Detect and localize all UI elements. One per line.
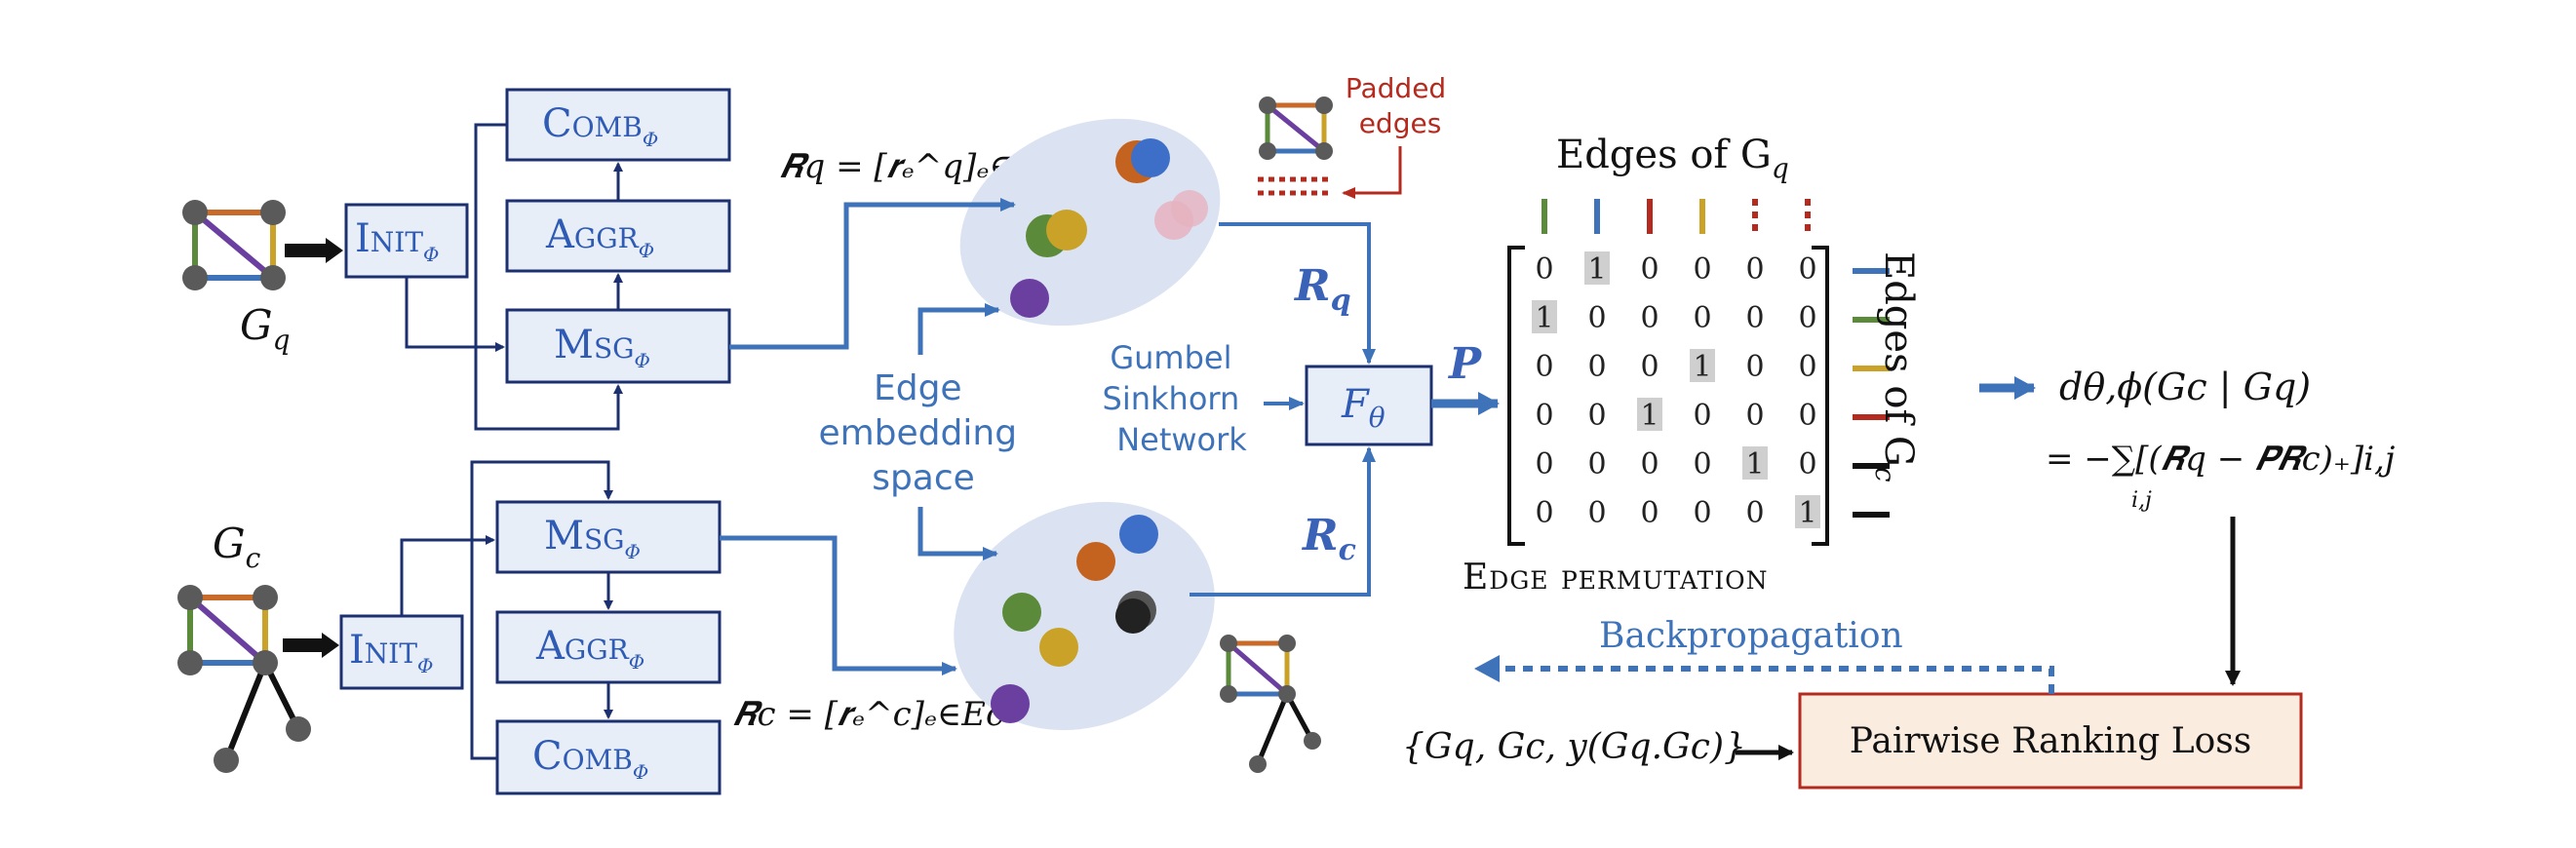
svg-text:Fθ: Fθ [1341, 382, 1386, 434]
matrix-cell: 0 [1640, 496, 1659, 530]
matrix-cell: 0 [1535, 252, 1553, 287]
matrix-cell: 0 [1535, 399, 1553, 433]
matrix-cell: 0 [1693, 496, 1711, 530]
distance-sum-subscript: i,j [2131, 488, 2152, 513]
corpus-graph-label: Gc [213, 520, 261, 574]
matrix-cell: 0 [1587, 399, 1606, 433]
query-msg-box: Msgϕ [505, 308, 731, 384]
f-theta-box: Fθ [1305, 365, 1433, 446]
corpus-msg-box: Msgϕ [495, 500, 722, 574]
svg-text:Combϕ: Combϕ [532, 734, 648, 786]
loss-input-label: {Gq, Gc, y(Gq.Gc)} [1402, 727, 1746, 767]
matrix-cell: 0 [1535, 447, 1553, 482]
matrix-right-bracket [1812, 246, 1829, 546]
corpus-comb-box: Combϕ [495, 719, 722, 795]
query-encoder-arrows [405, 123, 623, 431]
matrix-cell: 1 [1587, 252, 1606, 287]
svg-text:Combϕ: Combϕ [542, 101, 658, 153]
svg-text:Aggrϕ: Aggrϕ [545, 212, 654, 264]
matrix-cell: 0 [1798, 301, 1816, 335]
gumbel-sinkhorn-label: Gumbel Sinkhorn Network [1103, 339, 1250, 458]
rc-formula: 𝑹c = [𝒓ₑ^c]ₑ∈Ec [733, 695, 1004, 734]
matrix-cell: 0 [1535, 496, 1553, 530]
matrix-cell: 0 [1798, 350, 1816, 384]
query-aggr-box: Aggrϕ [505, 199, 731, 273]
distance-line1: dθ,ϕ(Gc | Gq) [2059, 366, 2311, 408]
matrix-highlight [1637, 398, 1662, 431]
padded-edges-arrow [1342, 146, 1402, 199]
matrix-cell: 0 [1640, 252, 1659, 287]
matrix-highlight [1690, 349, 1715, 382]
matrix-cell: 1 [1693, 350, 1711, 384]
corpus-init-box: Initϕ [339, 614, 464, 690]
corpus-graph-icon [177, 585, 311, 773]
corpus-encoder-arrows [400, 460, 613, 760]
backpropagation-arrow [1496, 666, 2054, 694]
matrix-cell: 0 [1587, 350, 1606, 384]
matrix-cell: 1 [1798, 496, 1816, 530]
svg-text:Msgϕ: Msgϕ [544, 514, 641, 565]
matrix-cell: 0 [1798, 447, 1816, 482]
embedding-flow-arrows [720, 198, 1016, 675]
matrix-cell: 1 [1640, 399, 1659, 433]
matrix-cell: 0 [1693, 447, 1711, 482]
edge-embedding-space-label: Edge embedding space [818, 368, 1028, 498]
query-embedding-space [959, 118, 1221, 327]
query-comb-box: Combϕ [505, 88, 731, 162]
matrix-cell: 1 [1535, 301, 1553, 335]
matrix-cell: 0 [1587, 496, 1606, 530]
rc-label: Rc [1301, 511, 1356, 567]
svg-text:Msgϕ: Msgϕ [554, 323, 650, 374]
corpus-embedding-space [954, 501, 1215, 731]
p-label: P [1447, 339, 1483, 389]
matrix-cell: 0 [1640, 350, 1659, 384]
svg-text:Pairwise Ranking Loss: Pairwise Ranking Loss [1850, 721, 2251, 761]
matrix-highlight [1584, 251, 1610, 285]
matrix-cell: 0 [1745, 399, 1764, 433]
corpus-graph-icon-small [1220, 635, 1321, 773]
padded-edges-label: Padded edges [1346, 72, 1455, 139]
query-init-box: Initϕ [344, 203, 469, 279]
query-graph-icon [182, 200, 286, 290]
matrix-highlight [1532, 300, 1557, 333]
matrix-highlight [1795, 495, 1820, 528]
matrix-cell: 0 [1745, 350, 1764, 384]
matrix-top-title: Edges of Gq [1556, 133, 1789, 184]
matrix-cell: 0 [1693, 399, 1711, 433]
matrix-column-markers [1542, 199, 1811, 234]
matrix-cell: 0 [1587, 447, 1606, 482]
matrix-cell: 0 [1587, 301, 1606, 335]
matrix-cell: 0 [1693, 252, 1711, 287]
pairwise-ranking-loss-box: Pairwise Ranking Loss [1798, 692, 2303, 790]
matrix-highlight [1742, 446, 1768, 480]
matrix-cells: 0 1 0 0 0 01 0 0 0 0 00 0 0 1 0 00 0 1 0 0 00 0 0 0 1 00 0 0 0 0 1 [1532, 251, 1820, 530]
matrix-cell: 0 [1798, 399, 1816, 433]
matrix-cell: 0 [1798, 252, 1816, 287]
matrix-cell: 0 [1745, 301, 1764, 335]
query-graph-label: Gq [240, 301, 291, 356]
matrix-side-title: Edges of Gc [1869, 251, 1921, 482]
padded-query-graph-icon [1258, 96, 1333, 196]
matrix-cell: 1 [1745, 447, 1764, 482]
matrix-bottom-title: Edge permutation [1463, 558, 1768, 597]
matrix-cell: 0 [1745, 496, 1764, 530]
matrix-cell: 0 [1640, 301, 1659, 335]
backpropagation-label: Backpropagation [1599, 616, 1903, 656]
matrix-left-bracket [1507, 246, 1525, 546]
svg-text:Initϕ: Initϕ [349, 628, 433, 679]
svg-text:Initϕ: Initϕ [355, 216, 439, 268]
rq-label: Rq [1293, 261, 1351, 318]
matrix-row-markers [1853, 268, 1890, 518]
matrix-cell: 0 [1745, 252, 1764, 287]
matrix-cell: 0 [1535, 350, 1553, 384]
corpus-aggr-box: Aggrϕ [495, 610, 722, 684]
svg-text:Aggrϕ: Aggrϕ [535, 624, 644, 675]
distance-line2: = −∑[(𝑹q − 𝑷𝑹c)₊]i,j [2046, 440, 2396, 479]
matrix-cell: 0 [1693, 301, 1711, 335]
rc-to-f-arrow [1190, 446, 1376, 597]
matrix-cell: 0 [1640, 447, 1659, 482]
rq-to-f-arrow [1219, 222, 1376, 365]
